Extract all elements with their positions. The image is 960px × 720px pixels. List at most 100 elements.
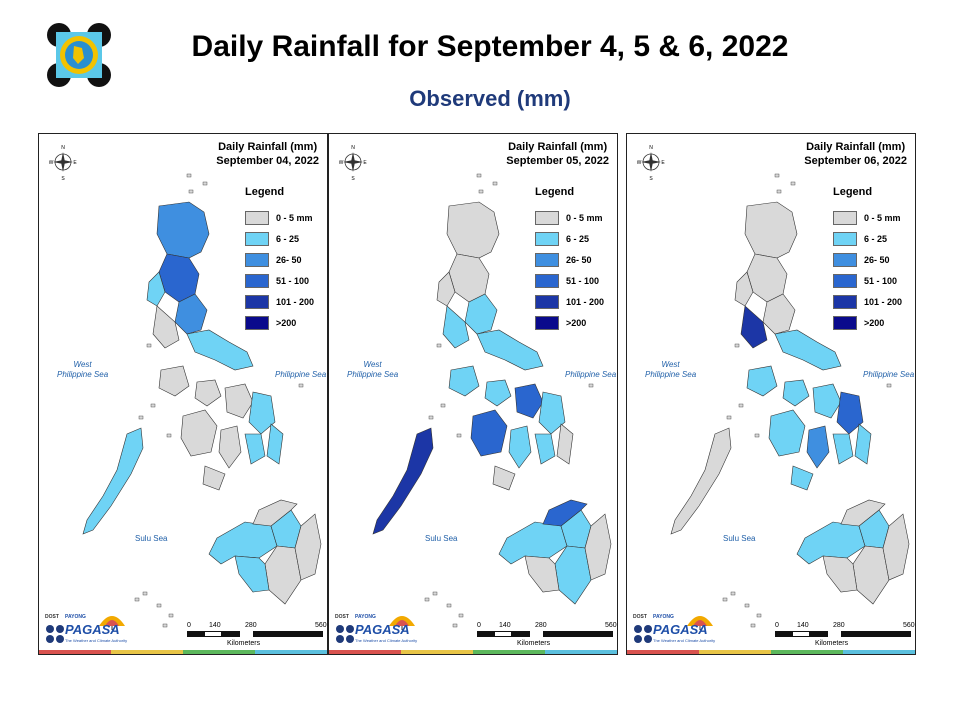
sea-label-line: West xyxy=(363,360,382,369)
visayas-region xyxy=(746,365,778,397)
luzon-region xyxy=(734,271,754,307)
scale-segment xyxy=(511,631,530,637)
legend-label: >200 xyxy=(566,318,587,328)
rainfall-map xyxy=(670,173,910,628)
sea-label-sulu: Sulu Sea xyxy=(425,534,458,543)
legend-item: 26- 50 xyxy=(535,252,592,268)
scale-segment xyxy=(809,631,828,637)
luzon-region xyxy=(186,329,254,371)
islet xyxy=(456,433,462,438)
visayas-region xyxy=(782,379,810,407)
legend-label: 51 - 100 xyxy=(276,276,310,286)
legend-swatch xyxy=(245,274,269,288)
visayas-region xyxy=(556,423,574,465)
mindanao-region xyxy=(264,545,302,605)
panel-heading: Daily Rainfall (mm) xyxy=(806,141,906,153)
visayas-region xyxy=(836,391,864,435)
mindanao-region xyxy=(252,499,298,527)
sea-label-philippine: Philippine Sea xyxy=(565,370,617,379)
legend-label: 0 - 5 mm xyxy=(864,213,901,223)
color-stripe xyxy=(329,650,617,654)
compass-rose: N S E W xyxy=(339,142,368,182)
rainfall-map xyxy=(372,173,612,628)
panel-date: September 06, 2022 xyxy=(804,155,907,167)
stripe-segment xyxy=(111,650,183,654)
legend-swatch xyxy=(833,253,857,267)
luzon-region xyxy=(156,201,210,259)
scale-bar: 0 140 280 560 Kilometers xyxy=(775,622,915,652)
color-stripe xyxy=(627,650,915,654)
islet xyxy=(188,189,194,194)
agency-logo: DOST PAYONG PAGASA The Weather and Climate … xyxy=(43,612,127,646)
legend-item: 26- 50 xyxy=(833,252,890,268)
agency-name: PAGASA xyxy=(65,622,120,637)
scale-bar: 0 140 280 560 Kilometers xyxy=(187,622,327,652)
stripe-segment xyxy=(329,650,401,654)
panel-title: Daily Rainfall (mm) September 06, 2022 xyxy=(804,140,907,168)
luzon-region xyxy=(476,329,544,371)
visayas-region xyxy=(508,425,532,469)
agency-tagline: The Weather and Climate Authority xyxy=(653,638,716,643)
visayas-region xyxy=(194,379,222,407)
scale-segment xyxy=(221,631,240,637)
islet xyxy=(750,623,756,628)
legend-swatch xyxy=(535,232,559,246)
islet xyxy=(722,597,728,602)
scale-tick: 0 xyxy=(775,622,779,629)
luzon-region xyxy=(446,201,500,259)
legend-label: 101 - 200 xyxy=(566,297,605,307)
mindanao-region xyxy=(840,499,886,527)
islet xyxy=(134,597,140,602)
legend-swatch xyxy=(245,232,269,246)
visayas-region xyxy=(244,433,266,465)
agency-name: PAGASA xyxy=(653,622,708,637)
legend-item: 6 - 25 xyxy=(535,231,589,247)
visayas-region xyxy=(514,383,544,419)
scale-segment xyxy=(543,631,613,637)
stripe-segment xyxy=(473,650,545,654)
compass-icon: N S E W xyxy=(637,145,666,182)
dost-label: DOST xyxy=(335,614,349,620)
visayas-region xyxy=(806,425,830,469)
stripe-segment xyxy=(843,650,915,654)
scale-tick: 560 xyxy=(315,622,327,629)
mindanao-region xyxy=(822,555,858,593)
compass-rose: N S E W xyxy=(49,142,78,182)
payong-label: PAYONG xyxy=(355,614,376,620)
islet xyxy=(744,603,750,608)
islet xyxy=(436,343,442,348)
scale-tick: 280 xyxy=(833,622,845,629)
legend-item: 0 - 5 mm xyxy=(245,210,313,226)
legend-item: 101 - 200 xyxy=(833,294,902,310)
islet xyxy=(162,623,168,628)
panel-title: Daily Rainfall (mm) September 04, 2022 xyxy=(216,140,319,168)
visayas-region xyxy=(484,379,512,407)
page-subtitle: Observed (mm) xyxy=(409,86,571,111)
islet xyxy=(452,623,458,628)
compass-w: W xyxy=(637,160,642,166)
agency-tagline: The Weather and Climate Authority xyxy=(355,638,418,643)
agency-logo: DOST PAYONG PAGASA The Weather and Climate … xyxy=(333,612,417,646)
payong-label: PAYONG xyxy=(653,614,674,620)
map-panel-2: N S E W Daily Rainfall (mm) September 05, 202… xyxy=(328,133,618,655)
sea-label-line: Philippine Sea xyxy=(57,370,109,379)
legend-label: 26- 50 xyxy=(566,255,592,265)
dost-label: DOST xyxy=(45,614,59,620)
legend-swatch xyxy=(535,316,559,330)
mindanao-region xyxy=(542,499,588,527)
legend-item: 101 - 200 xyxy=(245,294,314,310)
stripe-segment xyxy=(771,650,843,654)
luzon-region xyxy=(152,305,180,349)
legend-item: >200 xyxy=(833,315,884,331)
islet xyxy=(492,181,498,186)
islet xyxy=(730,591,736,596)
stripe-segment xyxy=(627,650,699,654)
visayas-region xyxy=(218,425,242,469)
islet xyxy=(186,173,192,178)
visayas-region xyxy=(492,465,516,491)
visayas-region xyxy=(224,383,254,419)
legend-item: >200 xyxy=(535,315,586,331)
page-title: Daily Rainfall for September 4, 5 & 6, 2… xyxy=(191,30,789,63)
sea-label-west-philippine: West Philippine Sea xyxy=(347,360,398,380)
islet xyxy=(168,613,174,618)
